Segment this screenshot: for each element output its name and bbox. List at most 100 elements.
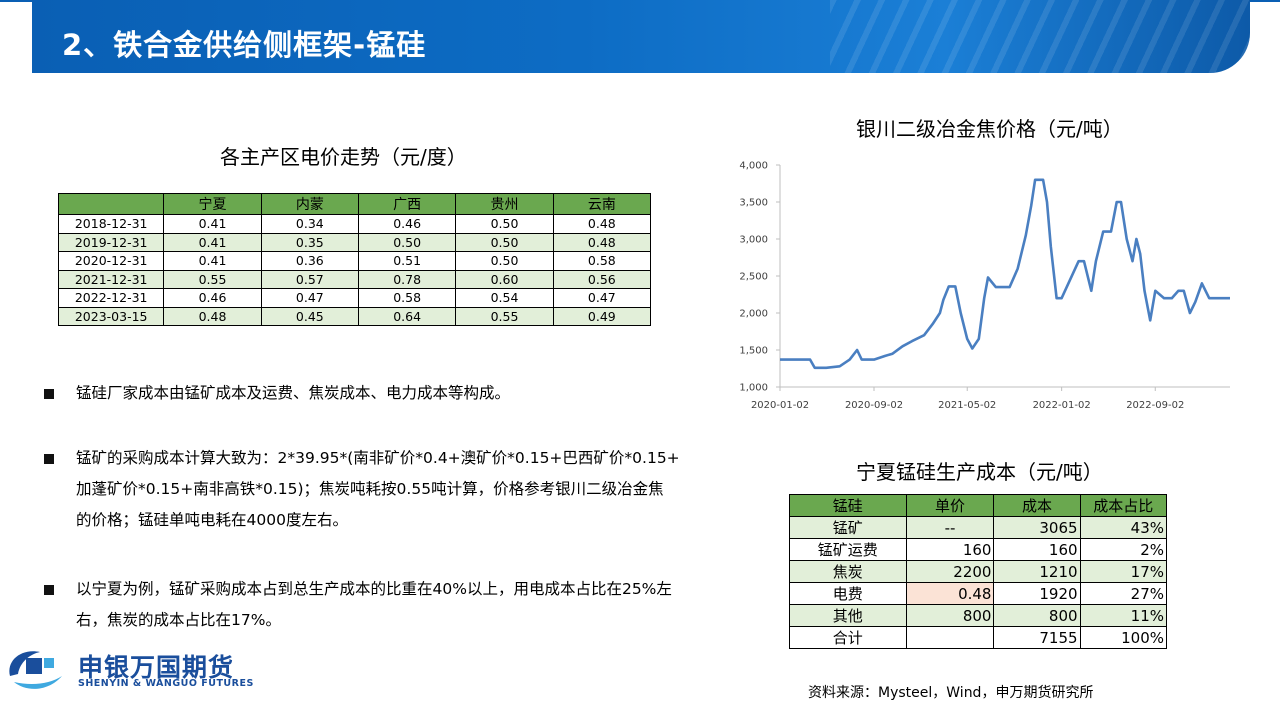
y-tick-label: 2,000 [739, 309, 768, 320]
table-row: 2018-12-31 0.41 0.34 0.46 0.50 0.48 [57, 214, 652, 234]
logo-text-cn: 申银万国期货 [78, 653, 235, 682]
column-header: 贵州 [455, 193, 554, 215]
logo-text-en: SHENYIN & WANGUO FUTURES [78, 678, 254, 689]
y-tick-label: 2,500 [739, 272, 768, 283]
table-cell: 0.45 [260, 306, 360, 326]
bullet-square-icon [44, 585, 54, 595]
y-tick-label: 1,500 [739, 346, 768, 357]
table-cell: 0.58 [552, 251, 652, 271]
column-header: 单价 [905, 494, 995, 517]
cost-cell: 1210 [993, 560, 1081, 583]
share-cell: 17% [1079, 560, 1168, 583]
cost-table-title: 宁夏锰硅生产成本（元/吨） [856, 460, 1103, 484]
row-date: 2022-12-31 [57, 288, 165, 308]
table-row: 2019-12-31 0.41 0.35 0.50 0.50 0.48 [57, 232, 652, 252]
bullet-square-icon [44, 389, 54, 399]
coke-price-chart: 1,000 1,500 2,000 2,500 3,000 3,500 4,000 2020-… [739, 161, 1230, 411]
column-header: 内蒙 [260, 193, 360, 215]
table-cell: 0.51 [357, 251, 457, 271]
x-tick-label: 2020-01-02 [751, 400, 809, 411]
bullet-line: 加蓬矿价*0.15+南非高铁*0.15)；焦炭吨耗按0.55吨计算，价格参考银川… [76, 480, 664, 498]
y-tick-label: 3,500 [739, 198, 768, 209]
cost-cell: 1920 [993, 582, 1081, 605]
table-cell: 0.46 [163, 288, 262, 308]
column-header: 成本 [993, 494, 1081, 517]
table-row: 合计 7155 100% [789, 626, 1168, 649]
bullet-line: 右，焦炭的成本占比在17%。 [76, 611, 281, 629]
page-title: 2、铁合金供给侧框架-锰硅 [62, 28, 427, 62]
cost-cell: 800 [993, 604, 1081, 627]
share-cell: 11% [1079, 604, 1168, 627]
header-banner: 2、铁合金供给侧框架-锰硅 [32, 0, 1250, 73]
table-row: 锰矿 -- 3065 43% [789, 516, 1168, 539]
row-date: 2023-03-15 [57, 306, 165, 326]
row-date: 2019-12-31 [57, 232, 165, 252]
table-cell: 0.57 [260, 269, 360, 289]
table-row: 锰矿运费 160 160 2% [789, 538, 1168, 561]
table-cell: 0.47 [260, 288, 360, 308]
table-row: 电费 0.48 1920 27% [789, 582, 1168, 605]
price-cell: 160 [905, 538, 995, 561]
table-cell: 0.60 [455, 269, 554, 289]
row-date: 2018-12-31 [57, 214, 165, 234]
cost-cell: 160 [993, 538, 1081, 561]
table-cell: 0.48 [163, 306, 262, 326]
table-cell: 0.41 [163, 251, 262, 271]
row-label: 焦炭 [789, 560, 907, 583]
price-cell: 2200 [905, 560, 995, 583]
price-cell [905, 626, 995, 649]
row-label: 锰矿运费 [789, 538, 907, 561]
bullet-line: 锰矿的采购成本计算大致为：2*39.95*(南非矿价*0.4+澳矿价*0.15+… [76, 449, 680, 467]
table-cell: 0.46 [357, 214, 457, 234]
price-cell: -- [905, 516, 995, 539]
y-tick-label: 1,000 [739, 383, 768, 394]
table-cell: 0.34 [260, 214, 360, 234]
table-row: 2021-12-31 0.55 0.57 0.78 0.60 0.56 [57, 269, 652, 289]
bullet-square-icon [44, 454, 54, 464]
column-header: 宁夏 [163, 193, 262, 215]
table-cell: 0.48 [552, 232, 652, 252]
price-cell: 800 [905, 604, 995, 627]
table-row: 2020-12-31 0.41 0.36 0.51 0.50 0.58 [57, 251, 652, 271]
row-label: 锰矿 [789, 516, 907, 539]
row-date: 2021-12-31 [57, 269, 165, 289]
table-row: 2022-12-31 0.46 0.47 0.58 0.54 0.47 [57, 288, 652, 308]
table-cell: 0.55 [163, 269, 262, 289]
cost-cell: 3065 [993, 516, 1081, 539]
column-header: 成本占比 [1079, 494, 1168, 517]
cost-table: 锰硅 单价 成本 成本占比 锰矿 -- 3065 43% 锰矿运费 160 160 2% 焦炭 2200 1… [789, 494, 1168, 649]
table-cell: 0.55 [455, 306, 554, 326]
table-cell: 0.48 [552, 214, 652, 234]
table-cell: 0.35 [260, 232, 360, 252]
x-tick-label: 2020-09-02 [845, 400, 903, 411]
series-line [780, 178, 1230, 370]
table-cell: 0.50 [357, 232, 457, 252]
table-cell: 0.41 [163, 232, 262, 252]
bullet-line: 的价格；锰硅单吨电耗在4000度左右。 [76, 511, 348, 529]
table-header-row: 宁夏 内蒙 广西 贵州 云南 [57, 193, 652, 215]
row-label: 合计 [789, 626, 907, 649]
table-cell: 0.78 [357, 269, 457, 289]
bullet-line: 锰硅厂家成本由锰矿成本及运费、焦炭成本、电力成本等构成。 [76, 384, 511, 402]
x-tick-label: 2022-09-02 [1126, 400, 1184, 411]
column-header: 云南 [552, 193, 652, 215]
table-cell: 0.41 [163, 214, 262, 234]
share-cell: 27% [1079, 582, 1168, 605]
electricity-table-title: 各主产区电价走势（元/度） [220, 145, 467, 169]
logo-mark-icon [9, 651, 62, 689]
x-tick-label: 2022-01-02 [1033, 400, 1091, 411]
column-header: 广西 [357, 193, 457, 215]
cost-header-row: 锰硅 单价 成本 成本占比 [789, 494, 1168, 517]
share-cell: 43% [1079, 516, 1168, 539]
column-header: 锰硅 [789, 494, 907, 517]
source-note: 资料来源：Mysteel，Wind，申万期货研究所 [808, 685, 1094, 701]
table-row: 其他 800 800 11% [789, 604, 1168, 627]
share-cell: 2% [1079, 538, 1168, 561]
row-label: 电费 [789, 582, 907, 605]
table-cell: 0.58 [357, 288, 457, 308]
table-cell: 0.49 [552, 306, 652, 326]
electricity-price-table: 宁夏 内蒙 广西 贵州 云南 2018-12-31 0.41 0.34 0.46 0.5… [57, 193, 652, 326]
company-logo: 申银万国期货 SHENYIN & WANGUO FUTURES [4, 642, 254, 698]
price-cell: 0.48 [905, 582, 995, 605]
table-row: 2023-03-15 0.48 0.45 0.64 0.55 0.49 [57, 306, 652, 326]
